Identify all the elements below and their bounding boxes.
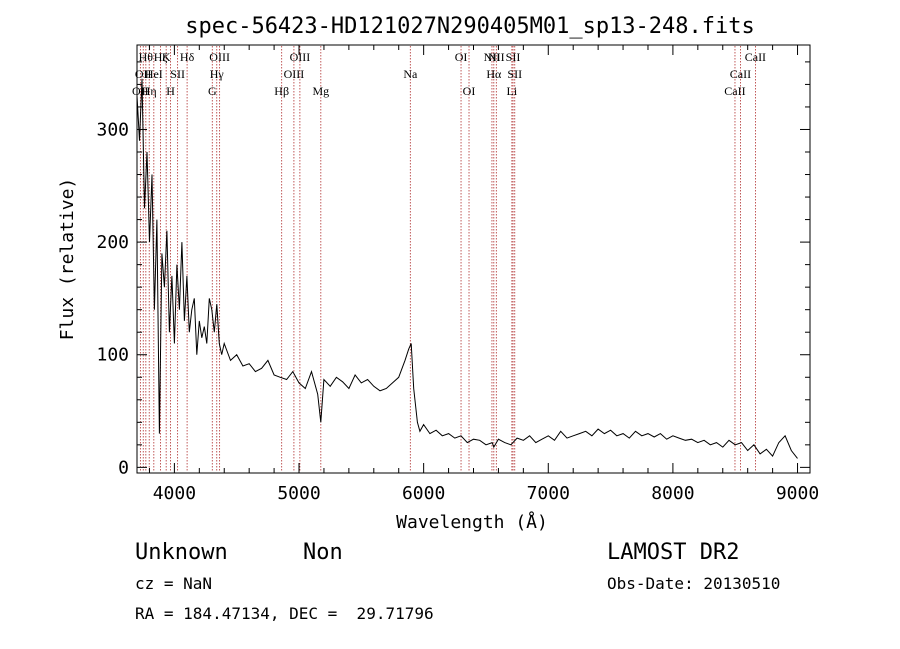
- y-axis-label: Flux (relative): [57, 178, 78, 341]
- line-marker-label: G: [208, 84, 217, 98]
- spectrum-line: [136, 78, 798, 459]
- line-marker-label: Hα: [486, 67, 502, 81]
- line-marker-label: Li: [507, 84, 518, 98]
- line-marker-label: H: [166, 84, 175, 98]
- line-marker-label: OIII: [209, 50, 230, 64]
- plot-frame: [136, 44, 811, 474]
- line-marker-label: OI: [455, 50, 468, 64]
- x-tick-label: 9000: [776, 483, 819, 504]
- line-marker-label: NII: [488, 50, 505, 64]
- x-tick-label: 8000: [651, 483, 694, 504]
- line-marker-label: CaII: [724, 84, 745, 98]
- line-marker-label: SII: [506, 50, 521, 64]
- line-marker-label: Hη: [142, 84, 157, 98]
- y-axis: 0 100 200 300: [96, 61, 810, 478]
- line-marker-label: Hθ: [139, 50, 154, 64]
- x-axis: 4000 5000 6000 7000 8000 9000: [148, 45, 819, 504]
- y-tick-label: 100: [96, 345, 129, 366]
- line-marker-label: SII: [507, 67, 522, 81]
- obs-date: Obs-Date: 20130510: [607, 574, 780, 593]
- line-marker-label-group: OII OII Hθ Hη HeI HζK H SII Hδ G Hγ OIII Hβ OIII OIII M…: [132, 50, 766, 98]
- line-marker-label: CaII: [745, 50, 766, 64]
- x-tick-label: 5000: [277, 483, 320, 504]
- line-marker-label: NII: [484, 50, 501, 64]
- coordinates: RA = 184.47134, DEC = 29.71796: [135, 604, 434, 623]
- line-marker-label: Hγ: [210, 67, 225, 81]
- line-marker-label: Hδ: [180, 50, 195, 64]
- line-marker-label: OIII: [290, 50, 311, 64]
- line-marker-label: Na: [403, 67, 418, 81]
- line-marker-label: Hζ: [154, 50, 168, 64]
- y-tick-label: 0: [118, 457, 129, 478]
- line-marker-group: [139, 46, 756, 472]
- line-marker-label: OI: [463, 84, 476, 98]
- chart-title: spec-56423-HD121027N290405M01_sp13-248.f…: [185, 14, 755, 39]
- survey-name: LAMOST DR2: [607, 540, 739, 565]
- x-tick-label: 6000: [402, 483, 445, 504]
- line-marker-label: OIII: [284, 67, 305, 81]
- redshift-cz: cz = NaN: [135, 574, 212, 593]
- x-tick-label: 7000: [527, 483, 570, 504]
- line-marker-label: OII: [132, 84, 149, 98]
- line-marker-label: K: [162, 50, 171, 64]
- x-tick-label: 4000: [153, 483, 196, 504]
- line-marker-label: Mg: [312, 84, 329, 98]
- line-marker-label: OII: [135, 67, 152, 81]
- line-marker-label: Hβ: [274, 84, 289, 98]
- line-marker-label: SII: [170, 67, 185, 81]
- line-marker-label: HeI: [145, 67, 163, 81]
- line-marker-label: CaII: [730, 67, 751, 81]
- y-tick-label: 300: [96, 119, 129, 140]
- y-tick-label: 200: [96, 232, 129, 253]
- object-class: Unknown: [135, 540, 228, 565]
- object-subclass: Non: [303, 540, 343, 565]
- x-axis-label: Wavelength (Å): [396, 511, 548, 533]
